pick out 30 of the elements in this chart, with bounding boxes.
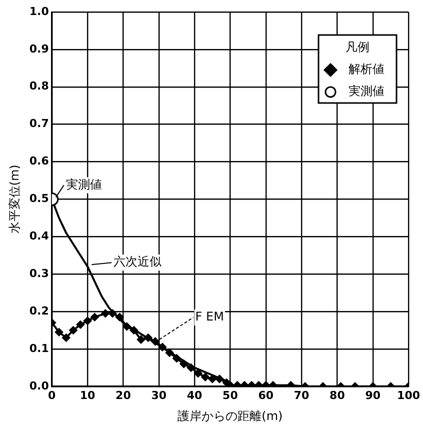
x-tick-label: 100 [397,388,420,402]
x-tick-label: 40 [186,388,203,402]
annotation: F EM [195,310,224,324]
y-tick-label: 0.7 [29,117,49,130]
y-tick-label: 0.2 [29,304,49,318]
legend-label: 実測値 [348,84,385,98]
annotation: 六次近似 [114,254,162,269]
x-tick-label: 10 [80,388,96,402]
x-tick-label: 20 [116,388,132,402]
y-tick-label: 0.1 [29,342,49,355]
y-tick-label: 0.0 [29,379,50,392]
y-tick-label: 0.9 [29,42,49,56]
legend-title: 凡例 [346,40,370,54]
y-tick-label: 0.5 [29,192,49,206]
x-tick-label: 30 [151,388,167,402]
x-tick-label: 70 [294,388,310,402]
x-tick-label: 90 [365,388,381,402]
x-tick-label: 50 [222,388,238,402]
annotation: 実測値 [66,177,102,192]
x-tick-label: 80 [330,388,346,402]
x-axis-title: 護岸からの距離(m) [178,408,283,423]
y-tick-label: 1.0 [29,4,50,18]
x-tick-label: 60 [258,388,274,402]
x-tick-label: 0 [48,388,56,402]
y-axis-title: 水平変位(m) [7,164,22,234]
y-tick-label: 0.8 [29,80,49,93]
legend-label: 解析値 [348,62,385,76]
y-tick-label: 0.4 [29,230,50,242]
y-tick-label: 0.6 [29,154,50,168]
y-tick-label: 0.3 [29,266,49,280]
